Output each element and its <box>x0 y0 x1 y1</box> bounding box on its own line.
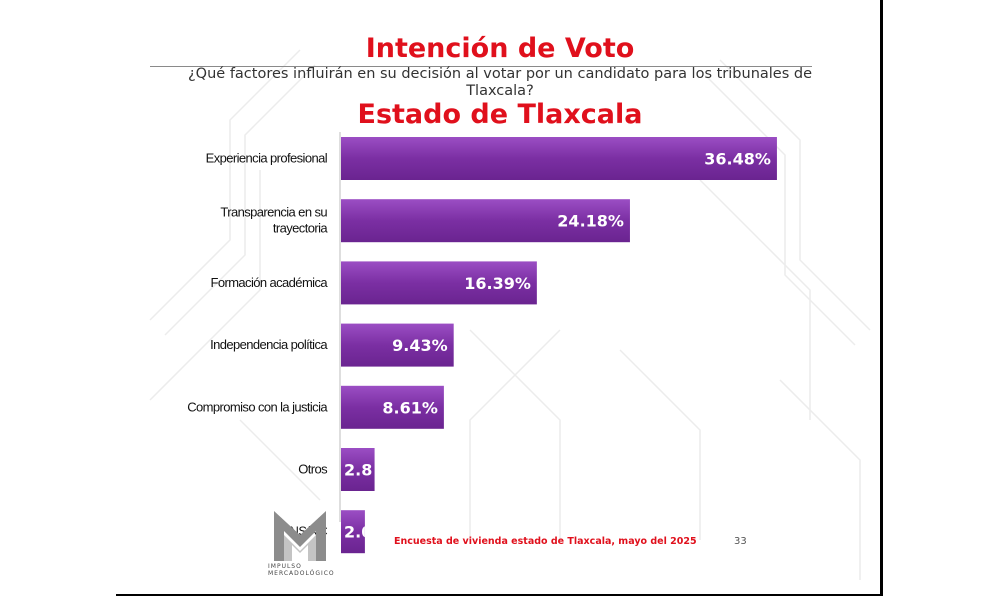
value-label: 24.18% <box>557 212 624 231</box>
bar <box>341 261 537 305</box>
logo-wordmark: IMPULSO MERCADOLÓGICO <box>268 563 335 577</box>
slide-title: Intención de Voto <box>365 33 635 64</box>
value-label: 9.43% <box>392 336 448 355</box>
bar <box>341 199 630 243</box>
category-label: Experiencia profesional <box>206 151 328 166</box>
category-label: Formación académica <box>211 275 329 290</box>
category-label: Otros <box>298 462 328 477</box>
bar <box>341 510 365 554</box>
value-label: 36.48% <box>704 150 771 169</box>
survey-question: ¿Qué factores influirán en su decisión a… <box>187 66 813 99</box>
value-label: 2.8 <box>344 461 372 480</box>
page-number: 33 <box>734 536 747 547</box>
survey-source-note: Encuesta de vivienda estado de Tlaxcala,… <box>394 536 697 547</box>
title-divider <box>150 66 812 67</box>
bar <box>341 385 444 429</box>
value-label: 16.39% <box>464 274 531 293</box>
value-label: 8.61% <box>382 398 438 417</box>
category-label: Compromiso con la justicia <box>187 399 328 414</box>
slide-frame-right <box>880 0 883 596</box>
slide-subtitle: Estado de Tlaxcala <box>357 99 643 130</box>
value-label: 2.0 <box>344 523 372 542</box>
bar <box>341 137 777 180</box>
slide-frame-bottom <box>116 594 883 596</box>
impulso-mercadologico-logo <box>274 511 326 561</box>
category-label: Independencia política <box>210 337 328 352</box>
bar <box>341 448 375 491</box>
bar <box>341 323 454 367</box>
category-label: Transparencia en su trayectoria <box>220 205 328 236</box>
